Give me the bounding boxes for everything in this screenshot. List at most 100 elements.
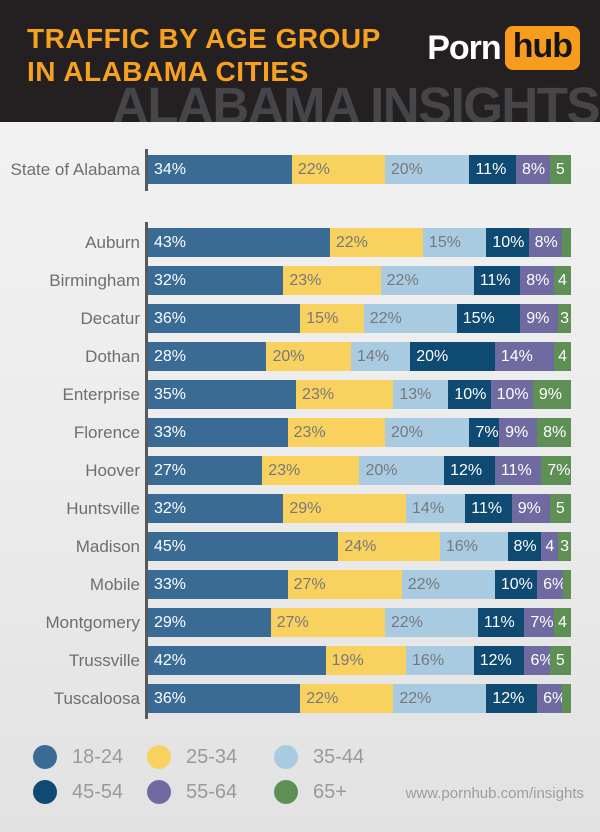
bar-segment-65+: 3 <box>558 532 571 561</box>
bar-segment-35-44: 22% <box>393 684 487 713</box>
bar-segment-25-34: 23% <box>287 418 385 447</box>
axis-tick <box>145 488 148 529</box>
legend-item-35-44: 35-44 <box>274 745 373 769</box>
bar-row: Trussville 42%19%16%12%6%5 <box>0 640 600 681</box>
axis-tick <box>145 298 148 339</box>
bar-segment-18-24: 28% <box>148 342 267 371</box>
legend-item-55-64: 55-64 <box>147 780 274 804</box>
title-line-2: IN ALABAMA CITIES <box>27 56 309 87</box>
bar-segment-35-44: 14% <box>351 342 411 371</box>
bar-segment-45-54: 20% <box>410 342 495 371</box>
legend-color-dot <box>33 745 57 769</box>
stacked-bar: 45% 24% 16% 8% 4 3 <box>148 532 571 561</box>
bar-segment-18-24: 29% <box>148 608 271 637</box>
stacked-bar: 29% 27% 22% 11% 7% 4 <box>148 608 571 637</box>
bar-segment-55-64: 9% <box>499 418 538 447</box>
bar-segment-65+ <box>562 228 571 257</box>
bar-segment-25-34: 24% <box>338 532 440 561</box>
bar-row: Madison 45% 24% 16% 8% 4 3 <box>0 526 600 567</box>
row-label: Mobile <box>89 574 140 594</box>
bar-row: Dothan 28% 20% 14% 20% 14% 4 <box>0 336 600 377</box>
stacked-bar: 32% 29% 14% 11% 9% 5 <box>148 494 571 523</box>
bar-segment-65+: 7% <box>541 456 571 485</box>
bar-segment-25-34: 23% <box>283 266 381 295</box>
bar-segment-55-64: 8% <box>520 266 555 295</box>
bar-segment-35-44: 16% <box>439 532 508 561</box>
axis-tick <box>145 374 148 415</box>
bar-segment-55-64: 8% <box>528 228 563 257</box>
bar-segment-45-54: 10% <box>448 380 491 409</box>
bar-segment-35-44: 13% <box>393 380 449 409</box>
row-label: Tuscaloosa <box>53 688 140 708</box>
bar-segment-18-24: 27% <box>148 456 263 485</box>
row-label: Florence <box>73 422 140 442</box>
stacked-bar: 33% 23% 20% 7% 9% 8% <box>148 418 571 447</box>
bar-segment-35-44: 20% <box>384 418 470 447</box>
stacked-bar: 33%27%22%10%6% <box>148 570 571 599</box>
bar-segment-18-24: 36% <box>148 684 301 713</box>
bar-segment-45-54: 12% <box>486 684 538 713</box>
bar-row: Birmingham 32% 23% 22% 11% 8% 4 <box>0 260 600 301</box>
legend-label: 65+ <box>313 780 347 803</box>
bar-segment-35-44: 22% <box>380 266 474 295</box>
bar-segment-55-64: 9% <box>511 494 550 523</box>
bar-segment-55-64: 6% <box>524 646 550 675</box>
legend-label: 35-44 <box>313 745 365 768</box>
legend-color-dot <box>147 745 171 769</box>
bar-segment-65+: 4 <box>554 608 571 637</box>
bar-segment-65+: 5 <box>549 155 571 184</box>
row-label: Trussville <box>68 650 140 670</box>
bar-segment-55-64: 6% <box>537 570 563 599</box>
axis-tick <box>145 450 148 491</box>
axis-tick <box>145 526 148 567</box>
bar-segment-18-24: 33% <box>148 418 288 447</box>
stacked-bar: 35% 23% 13% 10% 10% 9% <box>148 380 571 409</box>
bar-segment-25-34: 23% <box>296 380 394 409</box>
stacked-bar: 34% 22% 20% 11% 8% 5 <box>148 155 571 184</box>
bar-segment-18-24: 43% <box>148 228 330 257</box>
legend-label: 25-34 <box>186 745 238 768</box>
site-url: www.pornhub.com/insights <box>405 785 584 802</box>
bar-segment-25-34: 22% <box>329 228 423 257</box>
bar-segment-35-44: 16% <box>406 646 474 675</box>
axis-tick <box>145 640 148 681</box>
bar-row: Huntsville 32% 29% 14% 11% 9% 5 <box>0 488 600 529</box>
poster-title: TRAFFIC BY AGE GROUP IN ALABAMA CITIES <box>27 22 381 88</box>
bar-segment-18-24: 35% <box>148 380 297 409</box>
legend-item-18-24: 18-24 <box>33 745 147 769</box>
bar-segment-65+: 3 <box>558 304 571 333</box>
bar-row: Montgomery 29% 27% 22% 11% 7% 4 <box>0 602 600 643</box>
bar-segment-18-24: 42% <box>148 646 326 675</box>
axis-tick <box>145 260 148 301</box>
row-label: Madison <box>75 536 140 556</box>
bar-segment-25-34: 19% <box>325 646 407 675</box>
legend-label: 18-24 <box>72 745 124 768</box>
bar-segment-55-64: 14% <box>494 342 555 371</box>
legend-color-dot <box>274 780 298 804</box>
bar-segment-35-44: 22% <box>384 608 478 637</box>
bar-segment-25-34: 29% <box>283 494 407 523</box>
bar-segment-45-54: 10% <box>486 228 529 257</box>
bar-segment-45-54: 8% <box>507 532 542 561</box>
bar-segment-35-44: 20% <box>359 456 445 485</box>
row-label: Birmingham <box>49 270 140 290</box>
bar-segment-65+: 4 <box>554 266 571 295</box>
bar-row: Decatur 36% 15% 22% 15% 9% 3 <box>0 298 600 339</box>
legend-label: 55-64 <box>186 780 238 803</box>
stacked-bar: 36% 15% 22% 15% 9% 3 <box>148 304 571 333</box>
bar-segment-55-64: 6% <box>537 684 563 713</box>
stacked-bar: 32% 23% 22% 11% 8% 4 <box>148 266 571 295</box>
bar-segment-25-34: 22% <box>300 684 394 713</box>
axis-tick <box>145 602 148 643</box>
bar-segment-55-64: 9% <box>520 304 559 333</box>
stacked-bar: 36%22%22%12%6% <box>148 684 571 713</box>
bar-segment-45-54: 10% <box>494 570 538 599</box>
bar-segment-65+: 4 <box>554 342 571 371</box>
bar-segment-18-24: 45% <box>148 532 339 561</box>
axis-tick <box>145 412 148 453</box>
bar-segment-45-54: 11% <box>465 494 512 523</box>
bar-segment-25-34: 23% <box>262 456 360 485</box>
row-label: Hoover <box>85 460 140 480</box>
axis-tick <box>145 336 148 377</box>
